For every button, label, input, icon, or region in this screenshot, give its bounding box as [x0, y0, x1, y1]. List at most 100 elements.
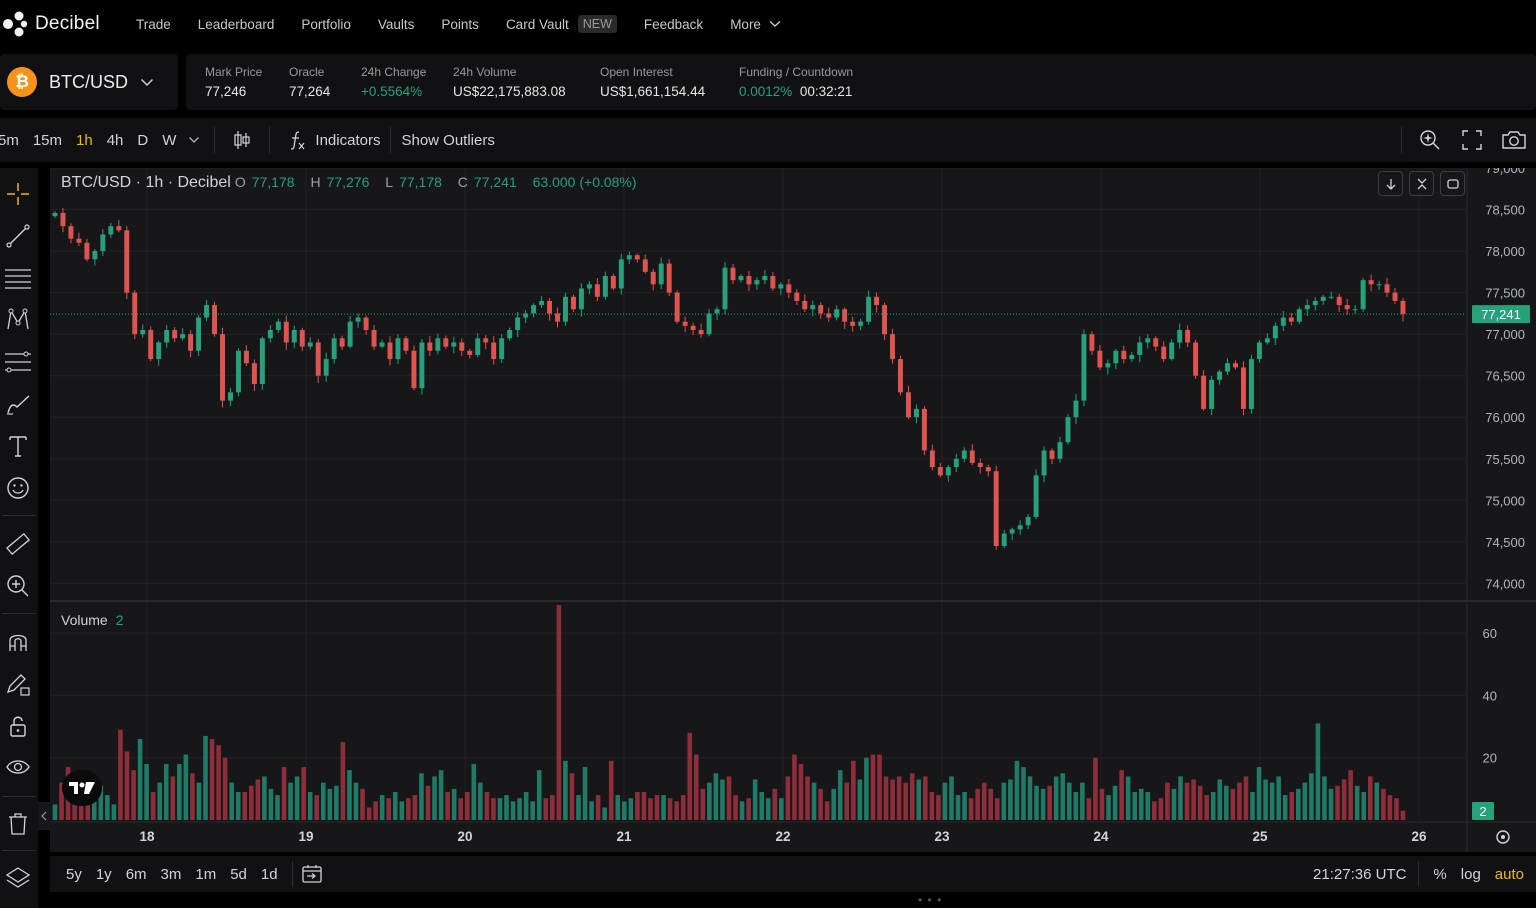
volume-bar — [131, 770, 136, 820]
range-5d[interactable]: 5d — [230, 865, 247, 883]
nav-item-vaults[interactable]: Vaults — [378, 17, 415, 32]
collapse-icon — [1417, 178, 1426, 189]
collapse-toolbar-button[interactable] — [38, 802, 50, 830]
horizontal-lines-icon — [5, 269, 31, 289]
lock-tool[interactable] — [4, 712, 32, 740]
volume-bar — [962, 791, 967, 820]
range-5y[interactable]: 5y — [66, 865, 82, 883]
pair-selector[interactable]: ₿ BTC/USD — [0, 54, 178, 110]
time-axis-label: 24 — [1093, 829, 1109, 844]
layers-tool[interactable] — [4, 864, 32, 892]
nav-item-leaderboard[interactable]: Leaderboard — [198, 17, 275, 32]
chart-pane-controls — [1378, 171, 1471, 196]
nav-item-trade[interactable]: Trade — [136, 17, 171, 32]
delete-tool[interactable] — [4, 810, 32, 838]
chart-legend: BTC/USD · 1h · Decibel O 77,178 H 77,276 L… — [61, 174, 643, 192]
nav-item-portfolio[interactable]: Portfolio — [301, 17, 351, 32]
timeframe-d[interactable]: D — [137, 131, 149, 149]
show-outliers-button[interactable]: Show Outliers — [401, 132, 494, 149]
brush-icon — [7, 395, 30, 415]
range-1m[interactable]: 1m — [195, 865, 217, 883]
volume-bar — [222, 757, 228, 820]
goto-date-icon[interactable] — [301, 863, 323, 885]
pattern-tool[interactable] — [4, 306, 32, 334]
chart-panel[interactable]: 74,000 74,500 75,000 75,500 76,000 76,500 77,0… — [50, 168, 1536, 852]
candle-body — [1344, 305, 1350, 310]
nav-item-card-vault[interactable]: Card Vault NEW — [506, 15, 617, 33]
volume-bar — [1282, 795, 1288, 820]
emoji-tool[interactable] — [4, 474, 32, 502]
timeframe-w[interactable]: W — [162, 131, 177, 149]
volume-bar — [464, 791, 470, 820]
fib-tool[interactable] — [4, 348, 32, 376]
range-1d[interactable]: 1d — [260, 865, 278, 883]
resize-handle[interactable]: • • • — [918, 893, 943, 907]
price-chart[interactable]: 74,000 74,500 75,000 75,500 76,000 76,500 77,0… — [50, 168, 1536, 852]
candle-body — [1384, 284, 1390, 293]
timeframe-4h[interactable]: 4h — [106, 131, 124, 149]
edit-lock-tool[interactable] — [4, 670, 32, 698]
maximize-pane-button[interactable] — [1440, 171, 1465, 196]
candle-body — [523, 313, 529, 318]
quick-search-button[interactable] — [1416, 126, 1444, 154]
timeframe-15m[interactable]: 15m — [32, 131, 63, 149]
timeframe-group: 5m 15m 1h 4h D W — [0, 132, 200, 149]
indicators-button[interactable]: Indicators — [280, 129, 380, 151]
volume-bar — [105, 795, 110, 820]
range-3m[interactable]: 3m — [160, 865, 182, 883]
volume-bar — [1367, 776, 1373, 820]
candle-body — [172, 330, 178, 339]
volume-bar — [569, 773, 575, 820]
candle-body — [1113, 350, 1119, 364]
move-pane-down-button[interactable] — [1378, 171, 1403, 196]
percent-scale-toggle[interactable]: % — [1433, 865, 1447, 883]
timeframe-1h[interactable]: 1h — [76, 131, 93, 149]
clock-time[interactable]: 21:27:36 UTC — [1313, 865, 1407, 883]
candle-body — [1185, 330, 1191, 343]
tool-divider — [2, 796, 36, 797]
candle-body — [1376, 284, 1382, 286]
screenshot-button[interactable] — [1500, 126, 1528, 154]
visibility-tool[interactable] — [4, 754, 32, 782]
chevron-down-icon[interactable] — [188, 136, 200, 144]
text-tool[interactable] — [4, 432, 32, 460]
range-6m[interactable]: 6m — [125, 865, 147, 883]
volume-bar — [118, 729, 123, 820]
smiley-icon — [7, 477, 29, 499]
fullscreen-button[interactable] — [1458, 126, 1486, 154]
magnet-tool[interactable] — [4, 628, 32, 656]
candle-body — [770, 276, 776, 289]
volume-bar — [392, 791, 398, 820]
trash-icon — [9, 813, 27, 835]
auto-scale-toggle[interactable]: auto — [1494, 865, 1524, 883]
nav-item-points[interactable]: Points — [441, 17, 479, 32]
horizontal-lines-tool[interactable] — [4, 264, 32, 292]
nav-item-feedback[interactable]: Feedback — [644, 17, 703, 32]
pattern-icon — [7, 308, 29, 330]
log-scale-toggle[interactable]: log — [1460, 865, 1481, 883]
volume-bar — [1165, 782, 1170, 820]
zoom-in-tool[interactable] — [4, 572, 32, 600]
volume-bar — [1361, 791, 1367, 820]
volume-bar — [438, 770, 444, 820]
ruler-tool[interactable] — [4, 530, 32, 558]
candle-body — [1296, 309, 1302, 322]
nav-item-more[interactable]: More — [730, 17, 781, 32]
tradingview-logo[interactable] — [62, 770, 102, 806]
volume-bar — [1269, 782, 1275, 820]
brand[interactable]: Decibel — [2, 10, 120, 38]
toolbar-divider — [1401, 127, 1402, 153]
candlestick-type-icon[interactable] — [231, 129, 253, 151]
trend-line-tool[interactable] — [4, 222, 32, 250]
volume-bar — [1066, 782, 1072, 820]
tradingview-icon — [69, 782, 95, 794]
range-1y[interactable]: 1y — [95, 865, 112, 883]
brush-tool[interactable] — [4, 390, 32, 418]
candle-body — [722, 267, 728, 310]
timeframe-5m[interactable]: 5m — [0, 131, 19, 149]
candle-body — [1320, 296, 1326, 301]
layers-icon — [5, 867, 31, 888]
collapse-pane-button[interactable] — [1409, 171, 1434, 196]
volume-bar — [1230, 788, 1236, 820]
crosshair-tool[interactable] — [4, 180, 32, 208]
